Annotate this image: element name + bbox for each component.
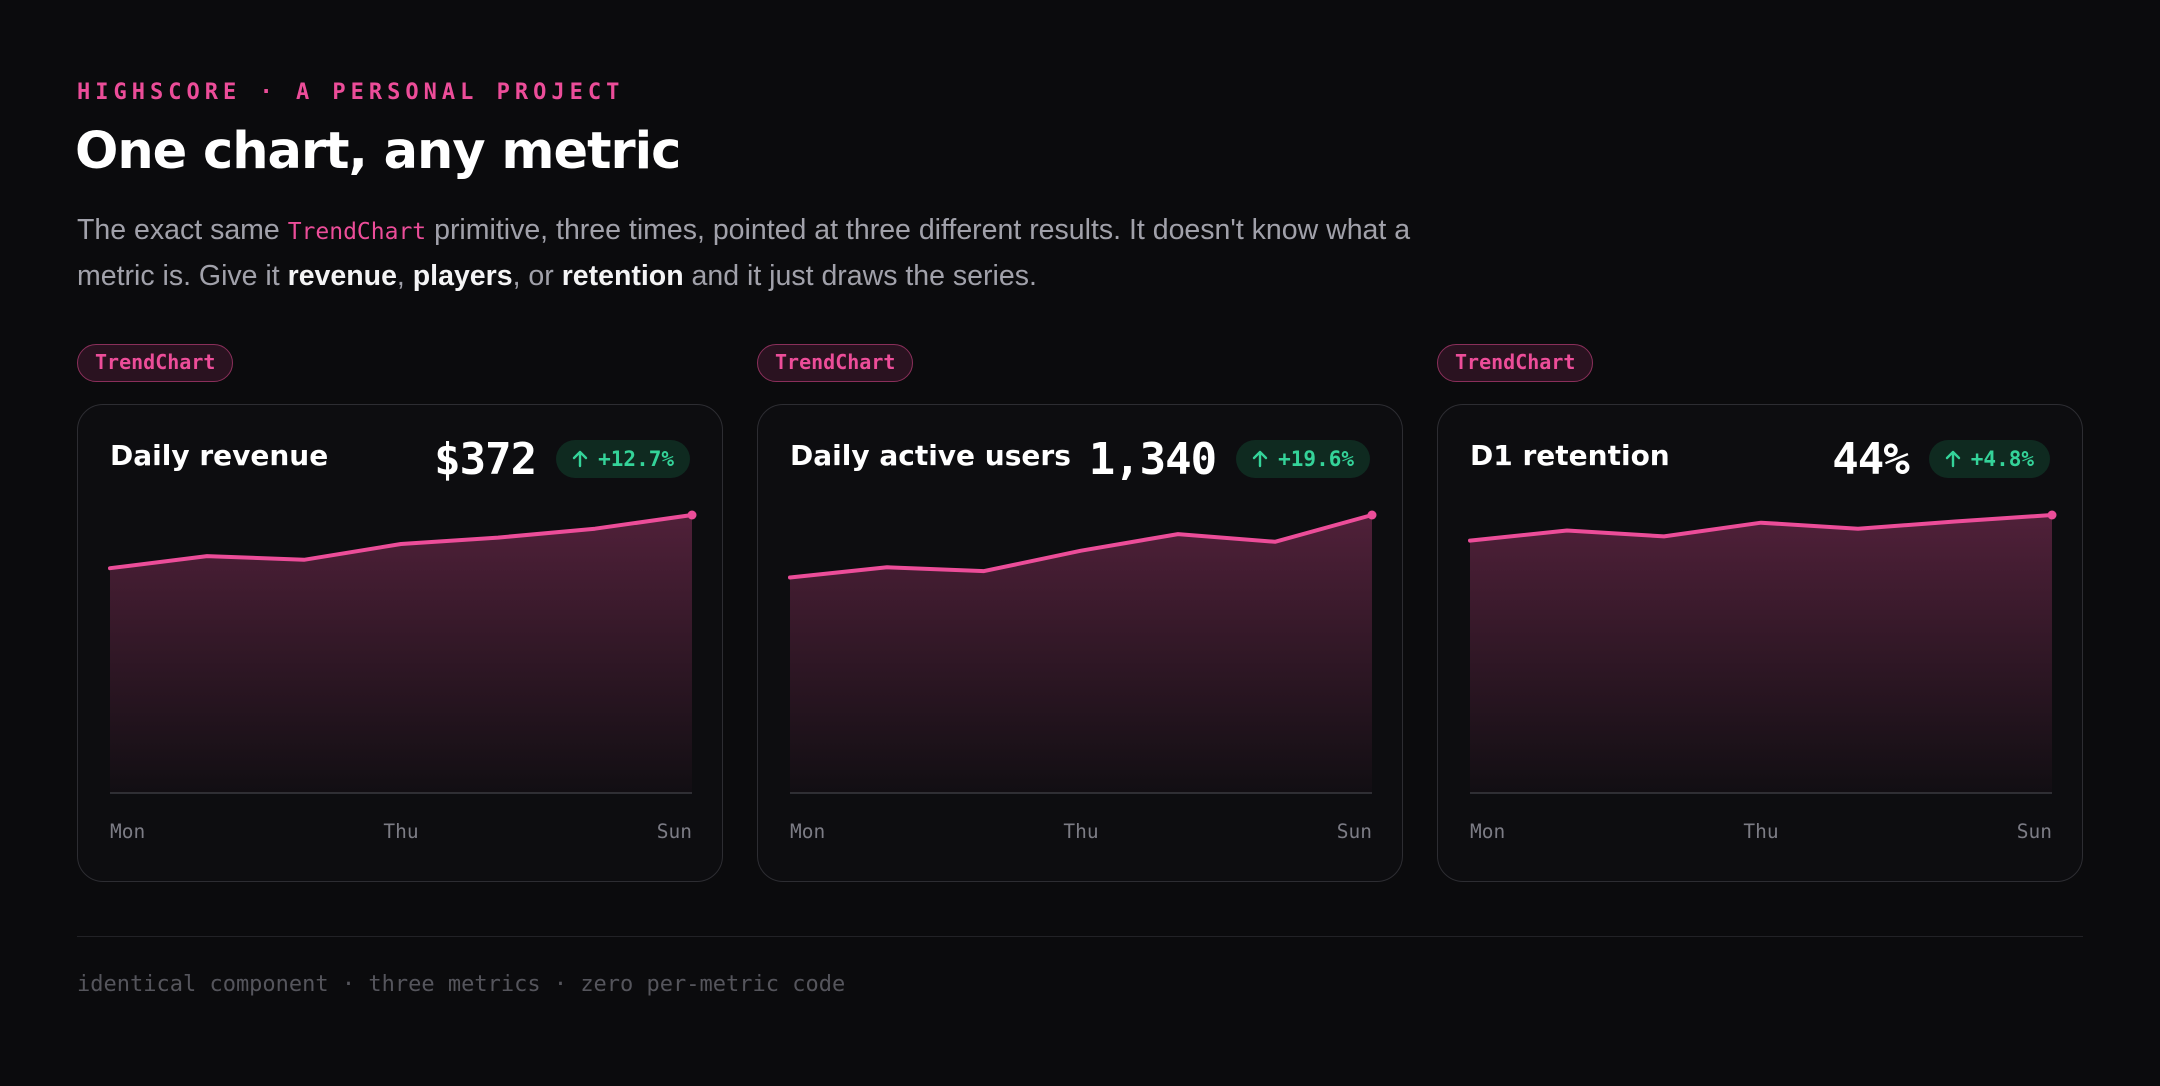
- card-title: Daily active users: [790, 439, 1071, 472]
- component-pill: TrendChart: [77, 344, 234, 382]
- metric-value: 44%: [1832, 433, 1909, 485]
- bold-term: players: [412, 260, 513, 292]
- area-fill: [790, 515, 1372, 793]
- delta-value: +4.8%: [1970, 447, 2034, 471]
- end-point: [687, 510, 697, 520]
- card-header-stats: 44% +4.8%: [1832, 431, 2050, 487]
- delta-badge: +12.7%: [556, 440, 690, 478]
- series-line: [1468, 513, 2054, 543]
- x-tick-label: Thu: [1063, 820, 1098, 843]
- arrow-up-icon: [572, 450, 588, 468]
- description: The exact same TrendChart primitive, thr…: [77, 208, 1417, 298]
- metric-value: 1,340: [1088, 433, 1217, 485]
- x-tick-label: Mon: [790, 820, 825, 843]
- bold-term: revenue: [287, 260, 397, 292]
- trend-chart: Mon Thu Sun: [108, 510, 697, 843]
- description-text: , or: [512, 260, 562, 292]
- arrow-up-icon: [1252, 450, 1268, 468]
- card-title: D1 retention: [1470, 439, 1670, 472]
- description-text: The exact same: [77, 214, 288, 246]
- card-header-stats: 1,340 +19.6%: [1089, 431, 1370, 487]
- bold-term: retention: [561, 260, 684, 292]
- footer-note: identical component · three metrics · ze…: [77, 972, 846, 997]
- description-text: primitive, three times, pointed at three…: [77, 214, 1411, 292]
- description-text: and it just draws the series.: [683, 260, 1037, 292]
- area-fill: [1470, 515, 2052, 793]
- x-tick-label: Thu: [383, 820, 418, 843]
- card-header-stats: $372 +12.7%: [434, 431, 690, 487]
- page-title: One chart, any metric: [75, 122, 681, 181]
- series-line: [108, 513, 694, 571]
- card-title: Daily revenue: [110, 439, 329, 472]
- description-text: ,: [396, 260, 413, 292]
- divider: [77, 936, 2083, 937]
- x-tick-label: Mon: [110, 820, 145, 843]
- delta-value: +12.7%: [598, 447, 674, 471]
- end-point: [1367, 510, 1377, 520]
- x-tick-label: Sun: [1337, 820, 1372, 843]
- trend-chart: Mon Thu Sun: [788, 510, 1377, 843]
- component-pill: TrendChart: [757, 344, 914, 382]
- trend-chart: Mon Thu Sun: [1468, 510, 2057, 843]
- metric-card-users: Daily active users 1,340 +19.6% Mon Thu Su…: [757, 404, 1403, 882]
- arrow-up-icon: [1945, 450, 1960, 468]
- eyebrow: HIGHSCORE · A PERSONAL PROJECT: [77, 80, 625, 105]
- x-tick-label: Sun: [2017, 820, 2052, 843]
- delta-badge: +4.8%: [1928, 440, 2050, 478]
- x-tick-label: Sun: [657, 820, 692, 843]
- metric-card-revenue: Daily revenue $372 +12.7% Mon Thu Sun: [77, 404, 723, 882]
- end-point: [2047, 510, 2057, 520]
- series-line: [788, 513, 1374, 580]
- x-tick-label: Mon: [1470, 820, 1505, 843]
- metric-card-retention: D1 retention 44% +4.8% Mon Thu Sun: [1437, 404, 2083, 882]
- delta-value: +19.6%: [1278, 447, 1354, 471]
- metric-value: $372: [434, 433, 537, 485]
- x-tick-label: Thu: [1743, 820, 1778, 843]
- component-pill: TrendChart: [1437, 344, 1594, 382]
- area-fill: [110, 515, 692, 793]
- code-snippet: TrendChart: [287, 219, 427, 245]
- delta-badge: +19.6%: [1236, 440, 1370, 478]
